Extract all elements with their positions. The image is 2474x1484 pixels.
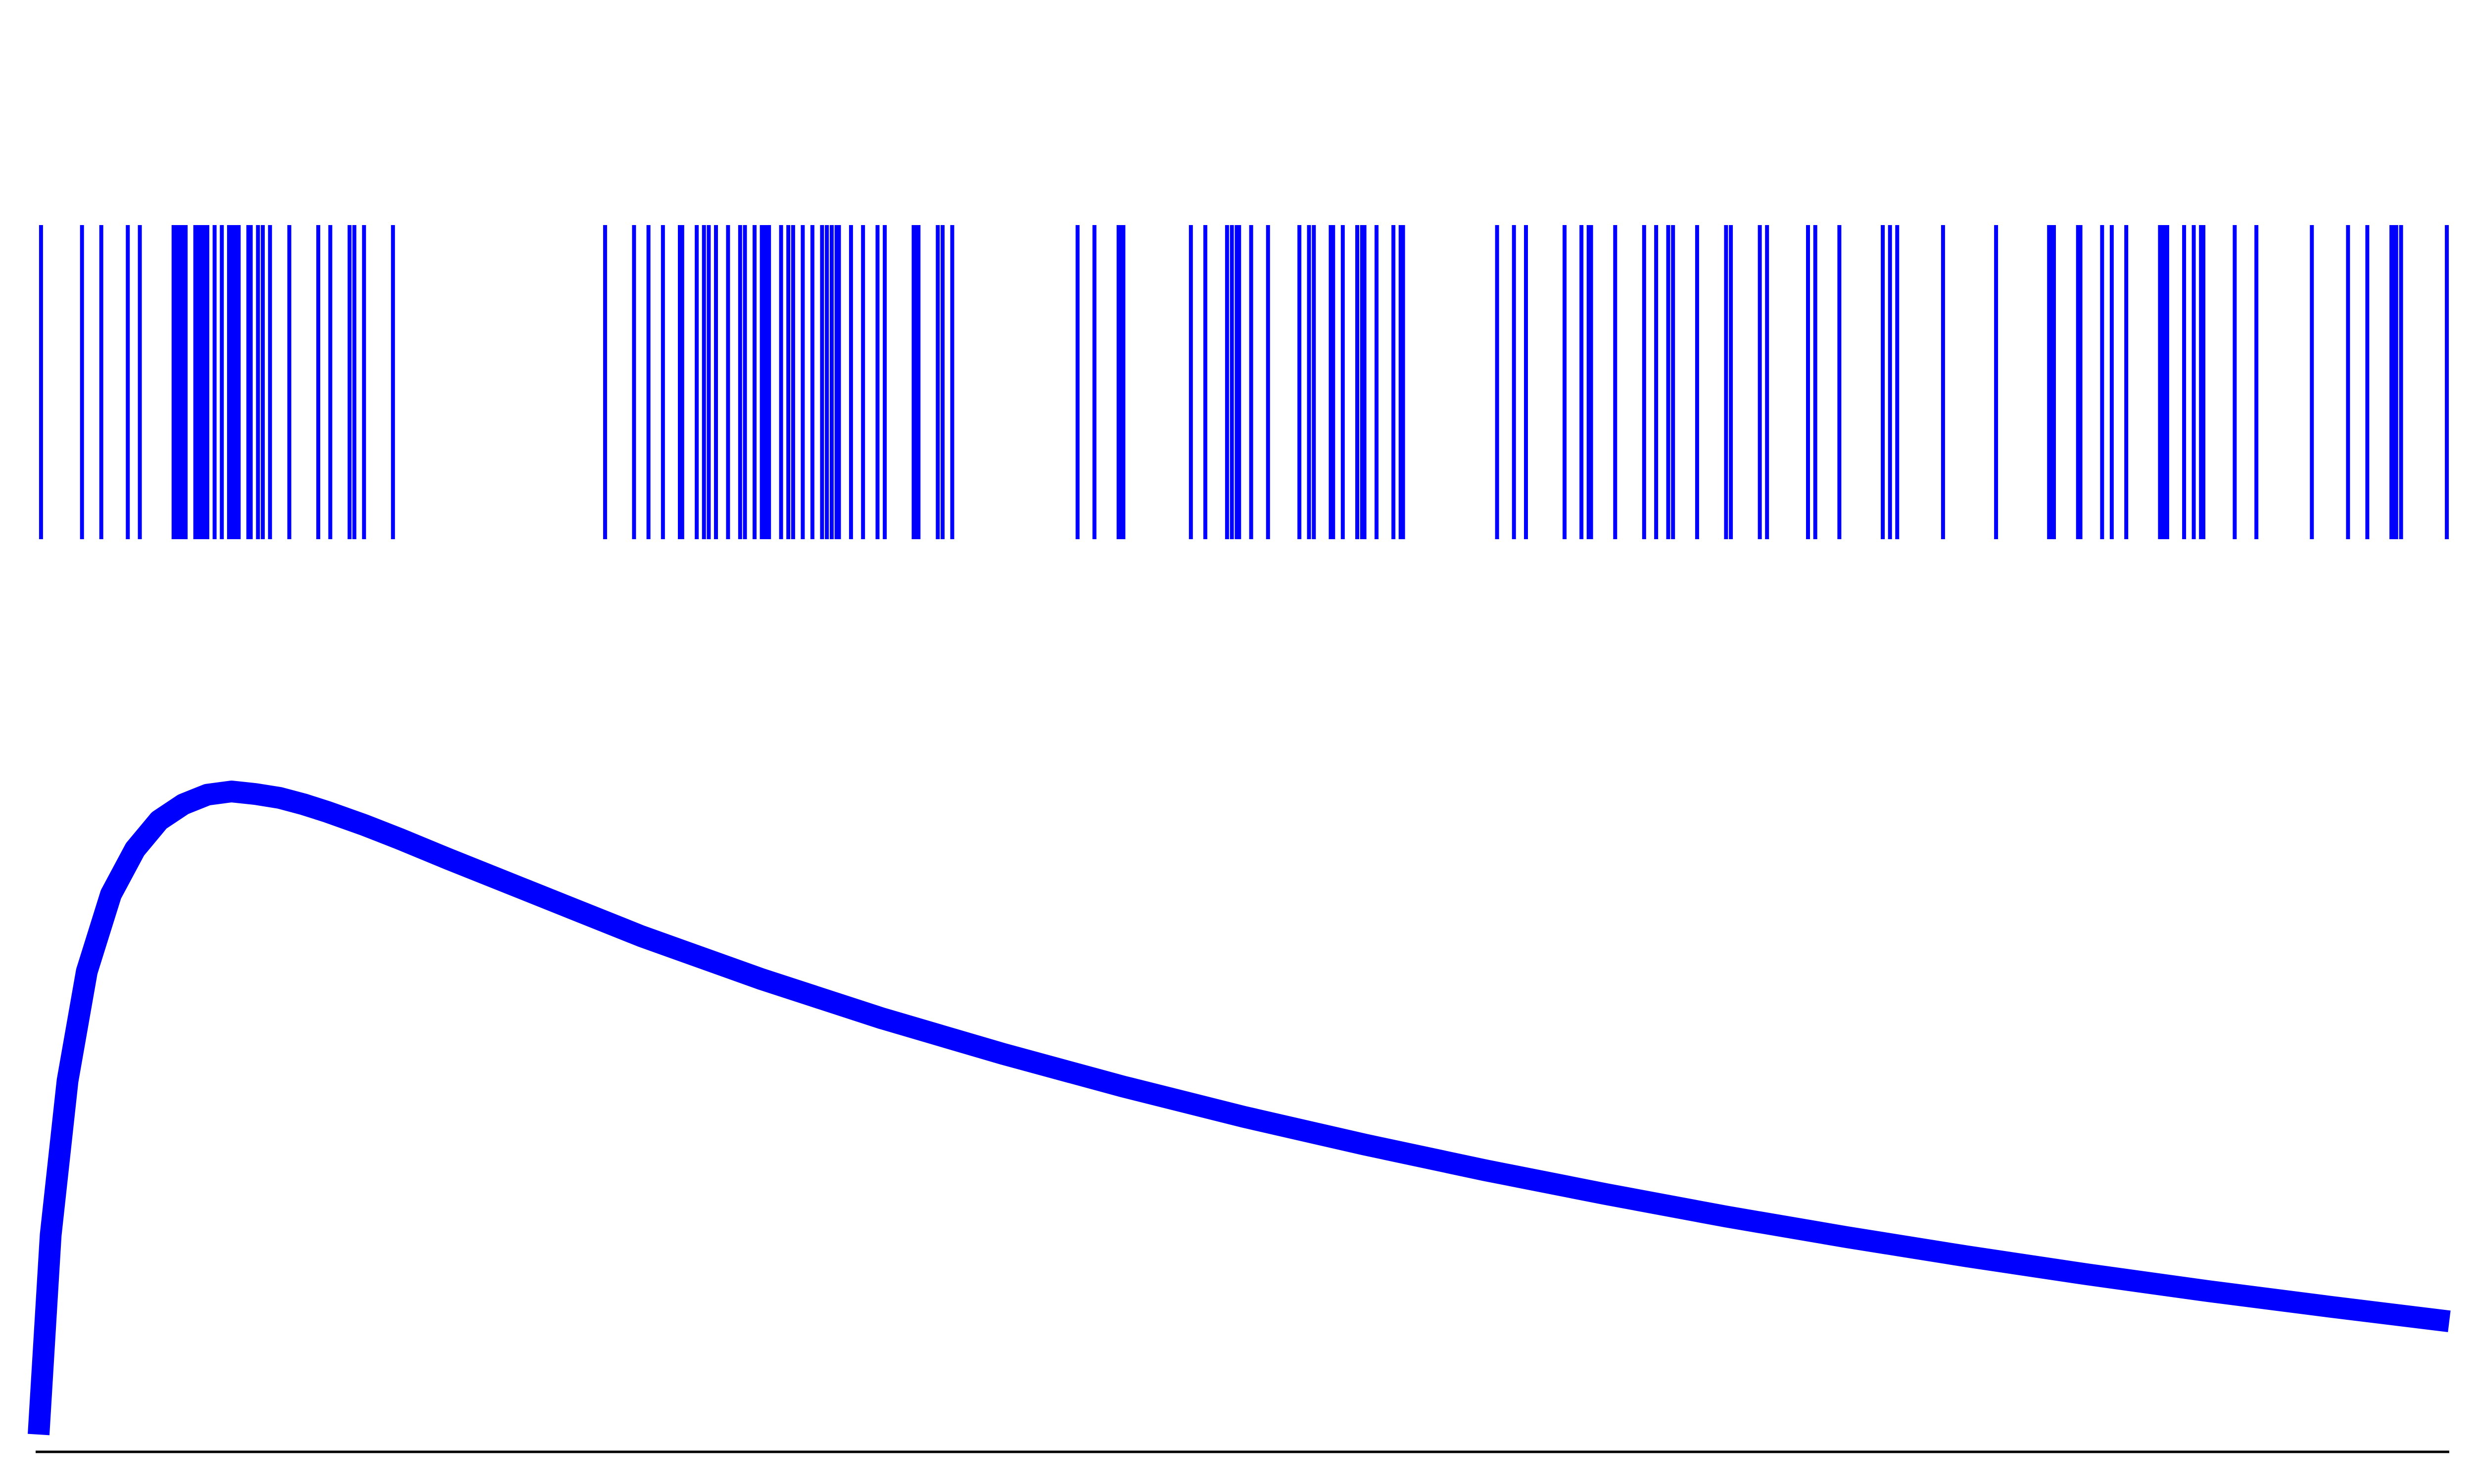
density-point-21 [1002, 1053, 1003, 1054]
density-point-0 [38, 1434, 39, 1435]
density-point-29 [1967, 1256, 1968, 1257]
density-point-23 [1243, 1116, 1244, 1117]
density-point-10 [255, 793, 256, 794]
density-point-33 [2449, 1321, 2450, 1322]
density-point-32 [2328, 1306, 2329, 1307]
density-point-5 [135, 849, 136, 850]
density-point-24 [1364, 1144, 1365, 1145]
density-point-1 [50, 1235, 51, 1236]
density-point-17 [520, 887, 521, 888]
density-point-15 [400, 838, 401, 839]
density-point-7 [183, 804, 184, 805]
density-point-8 [207, 794, 208, 795]
density-point-2 [67, 1080, 68, 1081]
density-point-31 [2208, 1291, 2209, 1292]
density-point-16 [448, 859, 449, 860]
density-point-18 [641, 936, 642, 937]
density-point-6 [159, 820, 160, 821]
density-line-plot [28, 781, 2451, 1436]
density-point-20 [882, 1018, 883, 1019]
density-point-12 [303, 804, 304, 805]
density-point-25 [1484, 1170, 1485, 1171]
density-point-27 [1725, 1216, 1726, 1217]
density-point-13 [328, 812, 329, 813]
density-point-3 [86, 971, 87, 972]
density-point-22 [1123, 1086, 1124, 1087]
density-point-19 [761, 979, 762, 980]
density-curve [28, 781, 2451, 1436]
density-point-30 [2087, 1274, 2088, 1275]
rug-plot [39, 225, 2449, 539]
density-point-26 [1605, 1194, 1606, 1195]
density-point-4 [110, 894, 111, 895]
density-point-14 [364, 825, 365, 826]
density-point-28 [1846, 1237, 1847, 1238]
density-point-11 [279, 797, 280, 798]
density-point-9 [231, 791, 232, 792]
